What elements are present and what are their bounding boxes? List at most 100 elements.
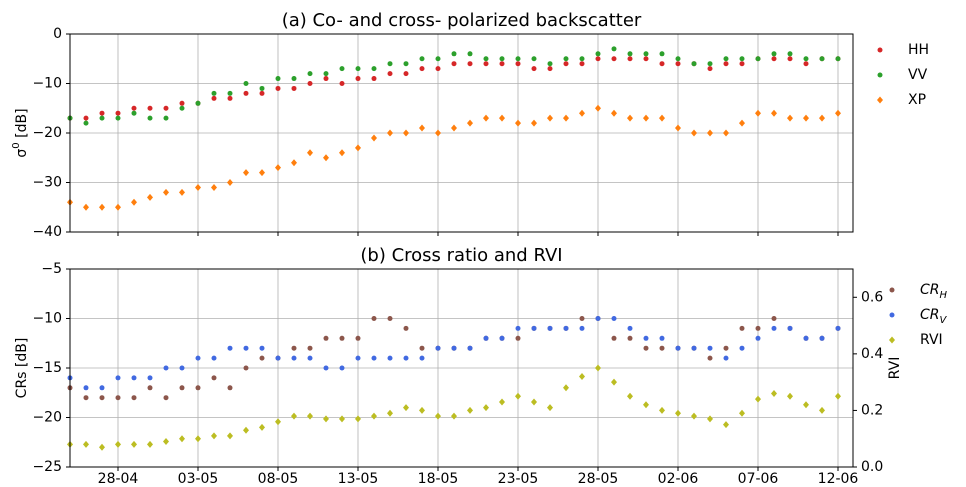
point (419, 406, 425, 414)
point (259, 355, 265, 361)
y2-tick-label: 0.2 (861, 402, 883, 418)
legend-label: CRV (920, 307, 948, 326)
point (371, 76, 377, 82)
point (675, 61, 681, 67)
point (355, 355, 361, 361)
point (643, 56, 649, 62)
point (755, 56, 761, 62)
point (323, 76, 329, 82)
point (531, 398, 537, 406)
point (275, 85, 281, 91)
point (275, 418, 281, 426)
point (147, 385, 153, 391)
point (659, 335, 665, 341)
point (339, 66, 345, 72)
x-tick-label: 13-05 (338, 471, 379, 487)
point (227, 385, 233, 391)
point (163, 105, 169, 111)
point (179, 435, 185, 443)
point (611, 46, 617, 52)
point (739, 325, 745, 331)
y-tick-label: 0 (53, 26, 62, 42)
point (707, 345, 713, 351)
point (323, 415, 329, 423)
point (515, 56, 521, 62)
point (611, 335, 617, 341)
point (627, 56, 633, 62)
point (291, 76, 297, 82)
point (179, 188, 185, 196)
point (211, 432, 217, 440)
legend-marker (877, 72, 883, 78)
point (483, 404, 489, 412)
point (771, 56, 777, 62)
point (803, 114, 809, 122)
point (323, 71, 329, 77)
y-tick-label: −40 (32, 224, 62, 240)
point (723, 421, 729, 429)
point (387, 129, 393, 137)
point (691, 345, 697, 351)
point (531, 56, 537, 62)
point (723, 61, 729, 67)
point (563, 384, 569, 392)
point (691, 61, 697, 67)
point (723, 129, 729, 137)
point (771, 51, 777, 57)
point (323, 154, 329, 162)
point (483, 61, 489, 67)
point (403, 355, 409, 361)
point (739, 61, 745, 67)
x-tick-label: 07-06 (738, 471, 779, 487)
point (387, 409, 393, 417)
point (371, 134, 377, 142)
point (627, 335, 633, 341)
point (147, 440, 153, 448)
point (803, 56, 809, 62)
y2-tick-label: 0.6 (861, 289, 883, 305)
point (819, 406, 825, 414)
point (723, 56, 729, 62)
point (227, 95, 233, 101)
x-tick-label: 02-06 (658, 471, 699, 487)
point (707, 66, 713, 72)
point (115, 115, 121, 121)
point (515, 119, 521, 127)
point (419, 355, 425, 361)
plot-frame (69, 268, 854, 468)
point (307, 71, 313, 77)
point (483, 335, 489, 341)
point (579, 372, 585, 380)
point (675, 409, 681, 417)
point (691, 412, 697, 420)
point (611, 56, 617, 62)
point (115, 395, 121, 401)
point (339, 149, 345, 157)
point (579, 61, 585, 67)
point (707, 129, 713, 137)
point (275, 164, 281, 172)
point (387, 61, 393, 67)
point (467, 345, 473, 351)
point (563, 114, 569, 122)
point (211, 90, 217, 96)
chart-title: (a) Co- and cross- polarized backscatter (282, 10, 642, 31)
point (163, 115, 169, 121)
point (579, 56, 585, 62)
point (195, 385, 201, 391)
point (227, 432, 233, 440)
point (611, 378, 617, 386)
point (403, 129, 409, 137)
point (803, 335, 809, 341)
point (259, 345, 265, 351)
point (547, 404, 553, 412)
point (131, 110, 137, 116)
point (467, 119, 473, 127)
point (419, 345, 425, 351)
point (195, 100, 201, 106)
point (835, 392, 841, 400)
point (531, 66, 537, 72)
y-tick-label: −30 (32, 175, 62, 191)
point (675, 124, 681, 132)
point (195, 183, 201, 191)
